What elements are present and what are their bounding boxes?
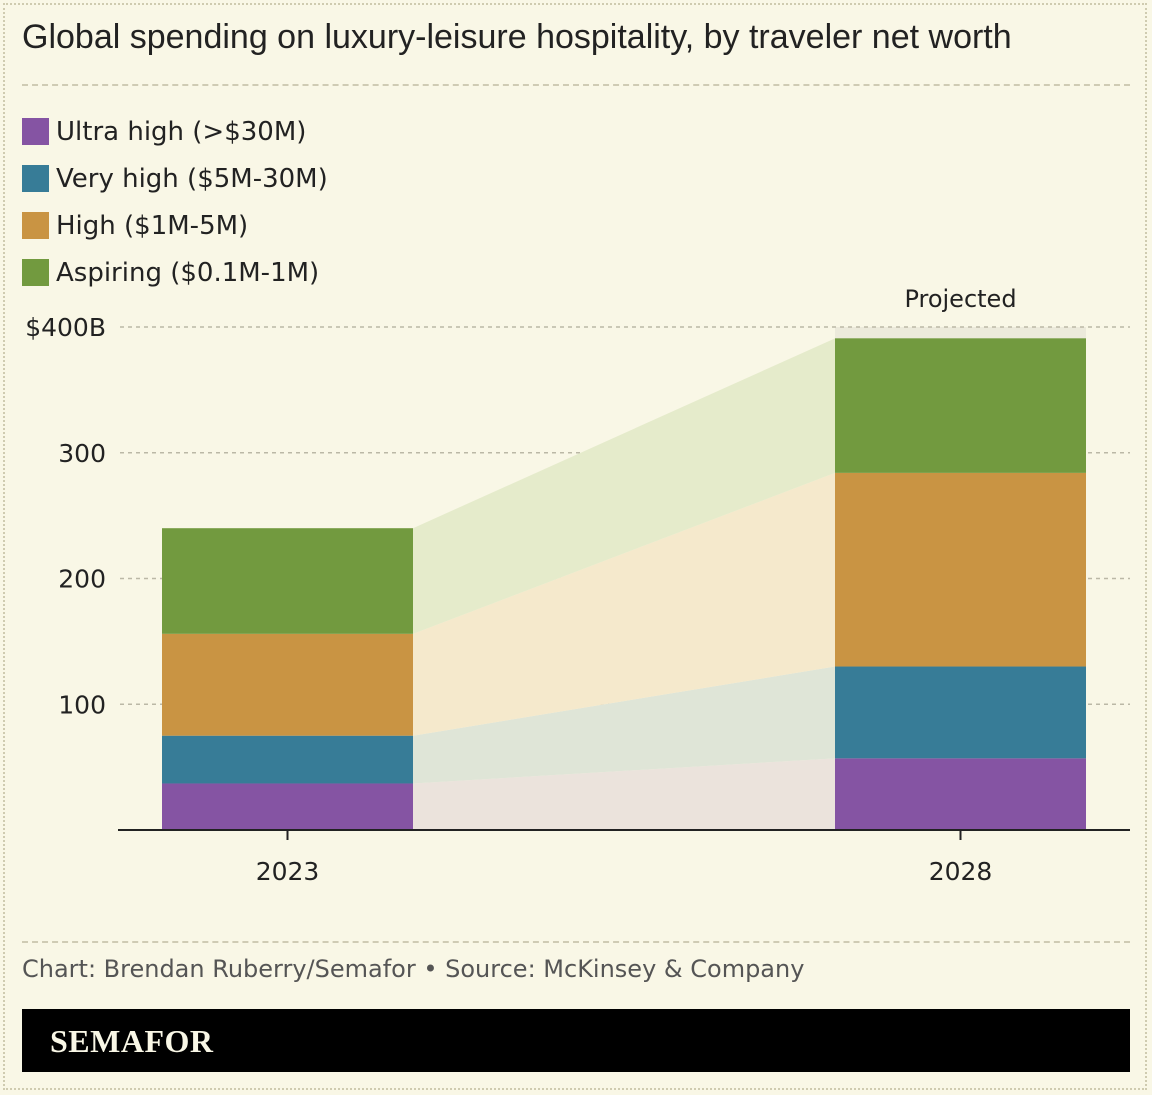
bottom-divider [22, 941, 1130, 943]
chart-title: Global spending on luxury-leisure hospit… [22, 18, 1012, 56]
legend-label-ultra-high: Ultra high (>$30M) [56, 116, 307, 147]
semafor-logo: SEMAFOR [50, 1023, 214, 1059]
legend-swatch-ultra-high [22, 118, 49, 145]
y-tick-label-100: 100 [58, 690, 106, 719]
chart-credit: Chart: Brendan Ruberry/Semafor • Source:… [22, 955, 805, 983]
x-tick-label-2023: 2023 [256, 857, 320, 886]
bar-2028-high-1m-5m [835, 472, 1086, 667]
legend-item-high: High ($1M-5M) [22, 202, 328, 249]
stacked-bar-chart: 100 200 300 $400B 2023 2028 Projected [25, 285, 1130, 886]
bar-2028-aspiring-0-1m-1m [835, 338, 1086, 473]
bar-2023-ultra-high-30m [162, 783, 413, 830]
legend-swatch-high [22, 212, 49, 239]
legend-swatch-very-high [22, 165, 49, 192]
x-tick-label-2028: 2028 [929, 857, 993, 886]
legend-item-aspiring: Aspiring ($0.1M-1M) [22, 249, 328, 296]
bar-2023-aspiring-0-1m-1m [162, 528, 413, 634]
legend-label-aspiring: Aspiring ($0.1M-1M) [56, 257, 320, 288]
y-tick-label-400: $400B [25, 313, 106, 342]
top-divider [22, 84, 1130, 86]
legend-label-very-high: Very high ($5M-30M) [56, 163, 328, 194]
bar-2028-ultra-high-30m [835, 758, 1086, 830]
y-tick-label-200: 200 [58, 565, 106, 594]
brand-bar: SEMAFOR [22, 1009, 1130, 1072]
bar-2023-high-1m-5m [162, 633, 413, 736]
legend-item-very-high: Very high ($5M-30M) [22, 155, 328, 202]
projected-label: Projected [904, 285, 1016, 313]
legend-swatch-aspiring [22, 259, 49, 286]
bar-2028-very-high-5m-30m [835, 666, 1086, 759]
y-tick-label-300: 300 [58, 439, 106, 468]
chart-frame [3, 3, 1147, 1090]
connector-band-aspiring-0-1m-1m [413, 338, 835, 634]
bar-2023-very-high-5m-30m [162, 735, 413, 784]
legend-item-ultra-high: Ultra high (>$30M) [22, 108, 328, 155]
legend-label-high: High ($1M-5M) [56, 210, 249, 241]
connector-band-high-1m-5m [413, 472, 835, 736]
legend: Ultra high (>$30M) Very high ($5M-30M) H… [22, 108, 328, 296]
connector-band-ultra-high-30m [413, 758, 835, 830]
connector-band-very-high-5m-30m [413, 666, 835, 784]
